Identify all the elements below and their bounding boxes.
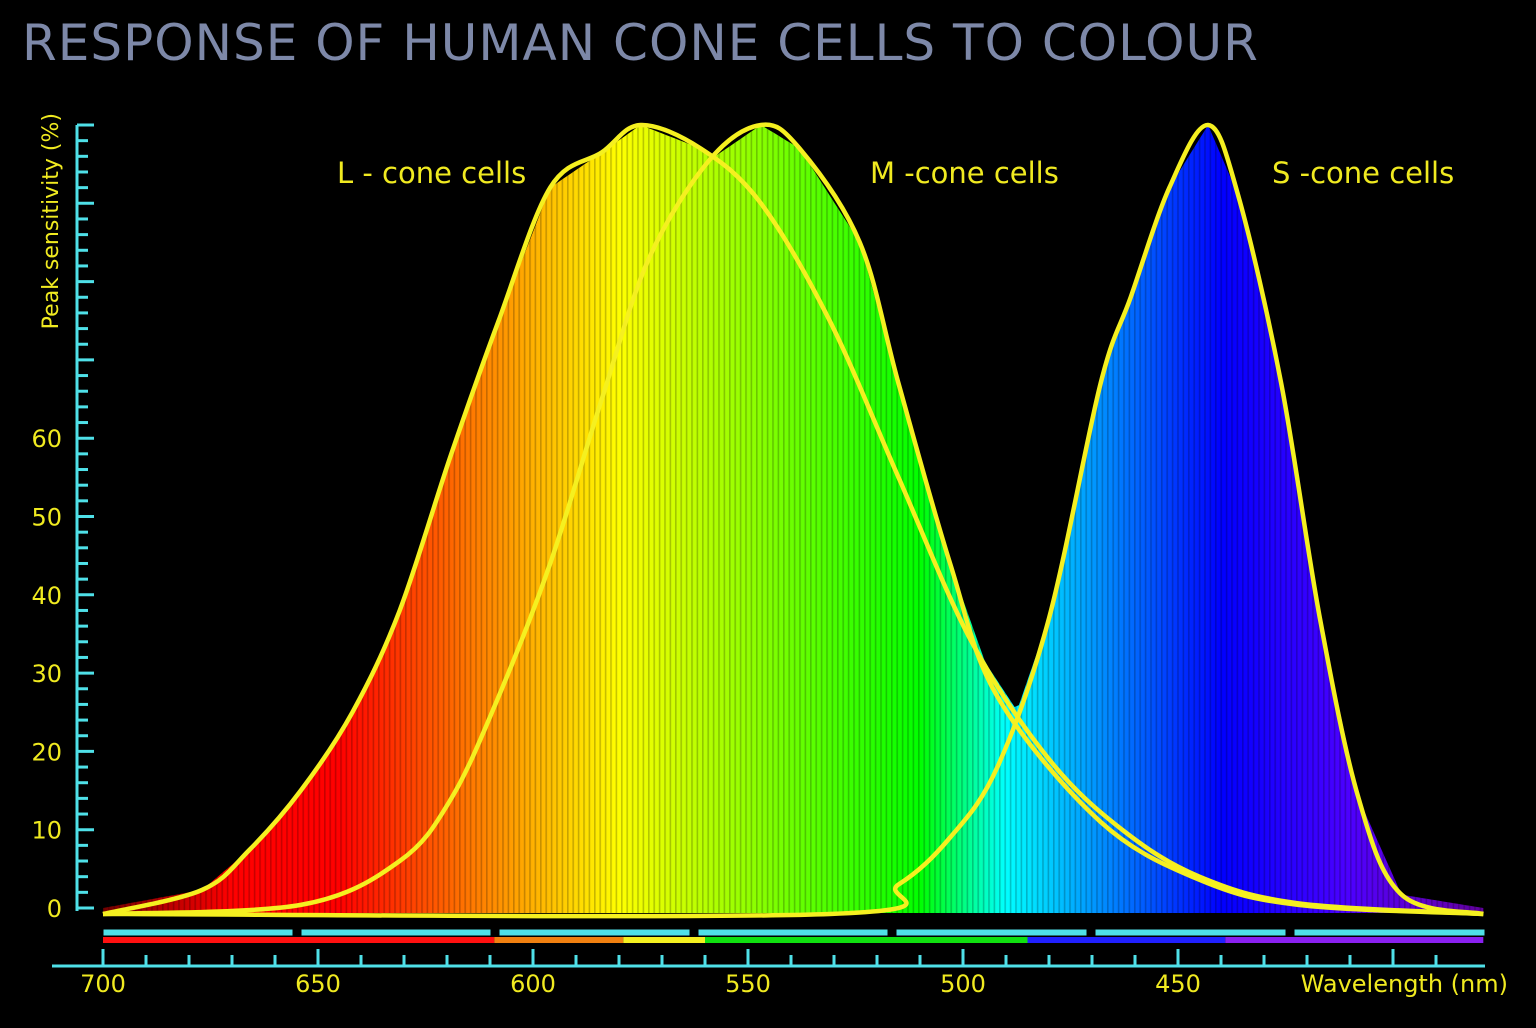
y-tick-label: 40 [31,582,62,610]
series-label: L - cone cells [337,156,526,190]
colour-band-orange [494,937,624,943]
colour-band-yellow [623,937,705,943]
y-tick-label: 30 [31,660,62,688]
x-axis-label: Wavelength (nm) [1301,970,1508,998]
series-line-s-cone [102,122,1484,919]
band-separator-segment [895,928,1088,937]
chart-title: RESPONSE OF HUMAN CONE CELLS TO COLOUR [22,14,1259,72]
band-separator-segment [102,928,294,937]
series-line-l-cone [102,122,1484,917]
y-tick-label: 50 [31,504,62,532]
colour-band-blue [1027,937,1226,943]
y-tick-label: 60 [31,425,62,453]
colour-band-red [103,937,495,943]
x-tick-label: 700 [80,970,126,998]
band-separator-segment [1293,928,1486,937]
band-separator-segment [1094,928,1287,937]
colour-band-green [705,937,1028,943]
x-tick-label: 650 [295,970,341,998]
series-line-m-cone [102,122,1484,917]
x-tick-label: 550 [725,970,771,998]
x-tick-label: 450 [1155,970,1201,998]
colour-band-violet [1225,937,1484,943]
y-axis-label: Peak sensitivity (%) [39,113,64,329]
band-separator-segment [697,928,889,937]
x-tick-label: 500 [940,970,986,998]
series-label: M -cone cells [870,156,1059,190]
band-separator-segment [498,928,691,937]
y-tick-label: 20 [31,738,62,766]
band-separator-segment [300,928,492,937]
y-tick-label: 10 [31,817,62,845]
y-tick-label: 0 [47,895,62,923]
series-label: S -cone cells [1272,156,1454,190]
spectrum-stripes [103,125,1484,913]
x-tick-label: 600 [510,970,556,998]
